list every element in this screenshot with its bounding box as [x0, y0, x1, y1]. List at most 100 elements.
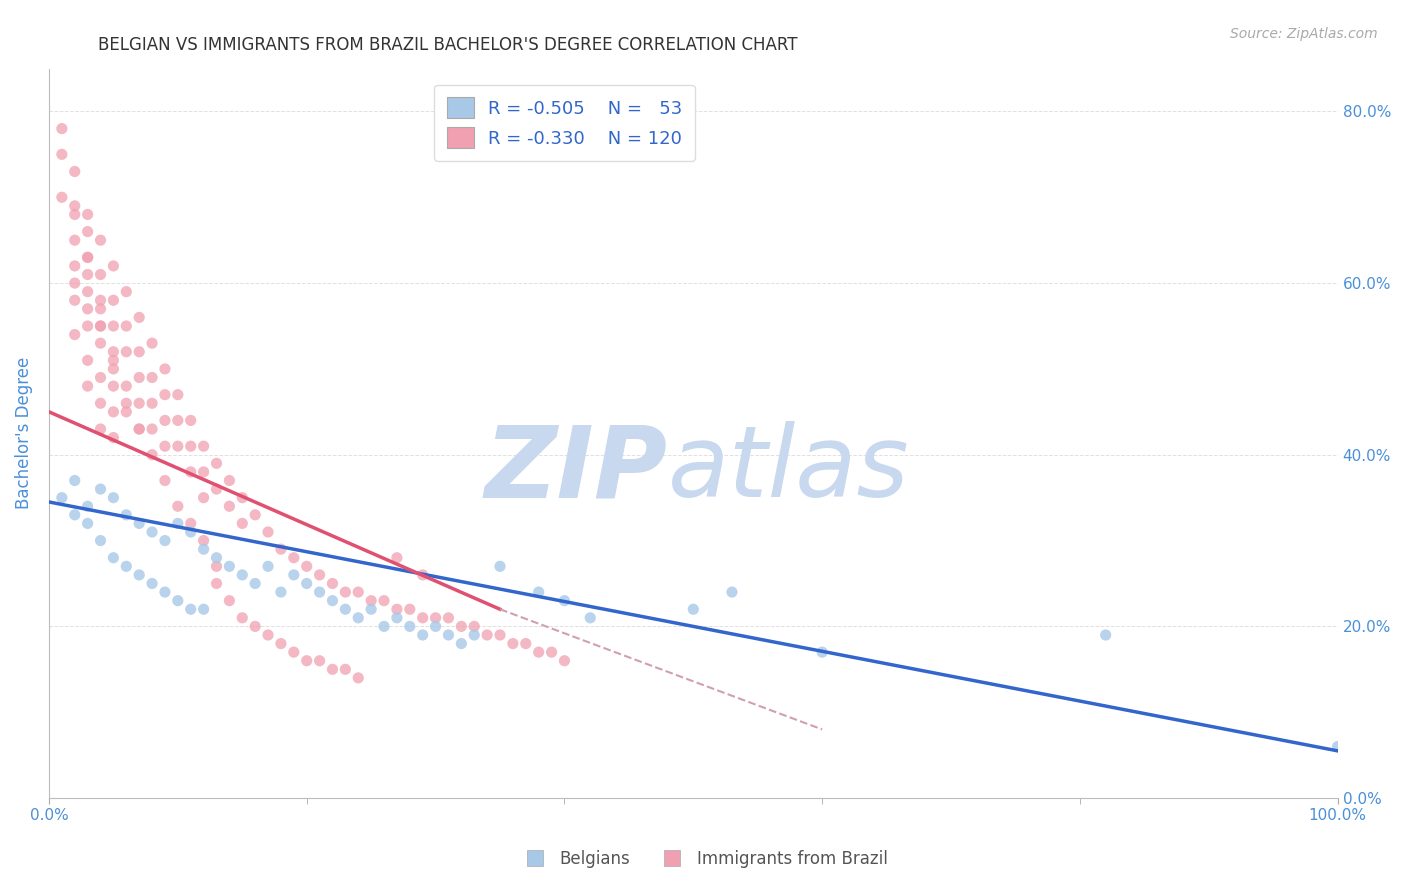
Legend: R = -0.505    N =   53, R = -0.330    N = 120: R = -0.505 N = 53, R = -0.330 N = 120	[434, 85, 695, 161]
Point	[63, 199, 86, 213]
Point	[51, 121, 73, 136]
Point	[141, 422, 163, 436]
Point	[193, 465, 215, 479]
Point	[412, 568, 434, 582]
Point	[205, 482, 228, 496]
Point	[89, 370, 111, 384]
Point	[218, 593, 240, 607]
Point	[103, 491, 125, 505]
Point	[385, 602, 408, 616]
Point	[76, 353, 98, 368]
Legend: Belgians, Immigrants from Brazil: Belgians, Immigrants from Brazil	[512, 844, 894, 875]
Point	[51, 147, 73, 161]
Point	[103, 362, 125, 376]
Point	[373, 619, 395, 633]
Point	[180, 439, 202, 453]
Point	[553, 593, 575, 607]
Point	[295, 576, 318, 591]
Point	[283, 550, 305, 565]
Point	[103, 353, 125, 368]
Point	[141, 396, 163, 410]
Point	[540, 645, 562, 659]
Point	[231, 516, 253, 531]
Point	[811, 645, 834, 659]
Point	[193, 533, 215, 548]
Point	[682, 602, 704, 616]
Point	[347, 611, 370, 625]
Point	[89, 293, 111, 308]
Point	[153, 413, 176, 427]
Point	[89, 336, 111, 351]
Point	[335, 602, 357, 616]
Point	[270, 636, 292, 650]
Point	[128, 310, 150, 325]
Point	[579, 611, 602, 625]
Point	[153, 387, 176, 401]
Point	[257, 524, 280, 539]
Point	[76, 285, 98, 299]
Point	[205, 456, 228, 470]
Point	[166, 413, 188, 427]
Point	[63, 474, 86, 488]
Point	[63, 276, 86, 290]
Point	[231, 568, 253, 582]
Text: BELGIAN VS IMMIGRANTS FROM BRAZIL BACHELOR'S DEGREE CORRELATION CHART: BELGIAN VS IMMIGRANTS FROM BRAZIL BACHEL…	[98, 36, 799, 54]
Point	[153, 474, 176, 488]
Point	[180, 465, 202, 479]
Point	[205, 576, 228, 591]
Point	[257, 628, 280, 642]
Point	[115, 379, 138, 393]
Point	[721, 585, 744, 599]
Point	[193, 542, 215, 557]
Point	[153, 362, 176, 376]
Point	[51, 491, 73, 505]
Point	[527, 645, 550, 659]
Point	[180, 602, 202, 616]
Point	[489, 628, 512, 642]
Point	[398, 602, 420, 616]
Point	[89, 268, 111, 282]
Point	[128, 344, 150, 359]
Point	[373, 593, 395, 607]
Point	[463, 619, 485, 633]
Point	[51, 190, 73, 204]
Point	[76, 268, 98, 282]
Y-axis label: Bachelor's Degree: Bachelor's Degree	[15, 357, 32, 509]
Point	[463, 628, 485, 642]
Point	[489, 559, 512, 574]
Point	[166, 516, 188, 531]
Point	[205, 550, 228, 565]
Point	[398, 619, 420, 633]
Point	[180, 413, 202, 427]
Point	[153, 533, 176, 548]
Point	[335, 585, 357, 599]
Point	[321, 662, 343, 676]
Point	[385, 550, 408, 565]
Point	[475, 628, 498, 642]
Point	[115, 285, 138, 299]
Point	[166, 439, 188, 453]
Point	[141, 448, 163, 462]
Point	[218, 500, 240, 514]
Point	[335, 662, 357, 676]
Point	[166, 387, 188, 401]
Point	[103, 431, 125, 445]
Point	[360, 602, 382, 616]
Point	[141, 370, 163, 384]
Point	[527, 585, 550, 599]
Point	[321, 576, 343, 591]
Point	[283, 568, 305, 582]
Point	[103, 318, 125, 333]
Point	[180, 524, 202, 539]
Point	[128, 516, 150, 531]
Point	[103, 550, 125, 565]
Point	[128, 370, 150, 384]
Point	[115, 396, 138, 410]
Point	[205, 559, 228, 574]
Point	[231, 491, 253, 505]
Point	[347, 585, 370, 599]
Point	[76, 301, 98, 316]
Point	[76, 207, 98, 221]
Point	[115, 559, 138, 574]
Point	[308, 654, 330, 668]
